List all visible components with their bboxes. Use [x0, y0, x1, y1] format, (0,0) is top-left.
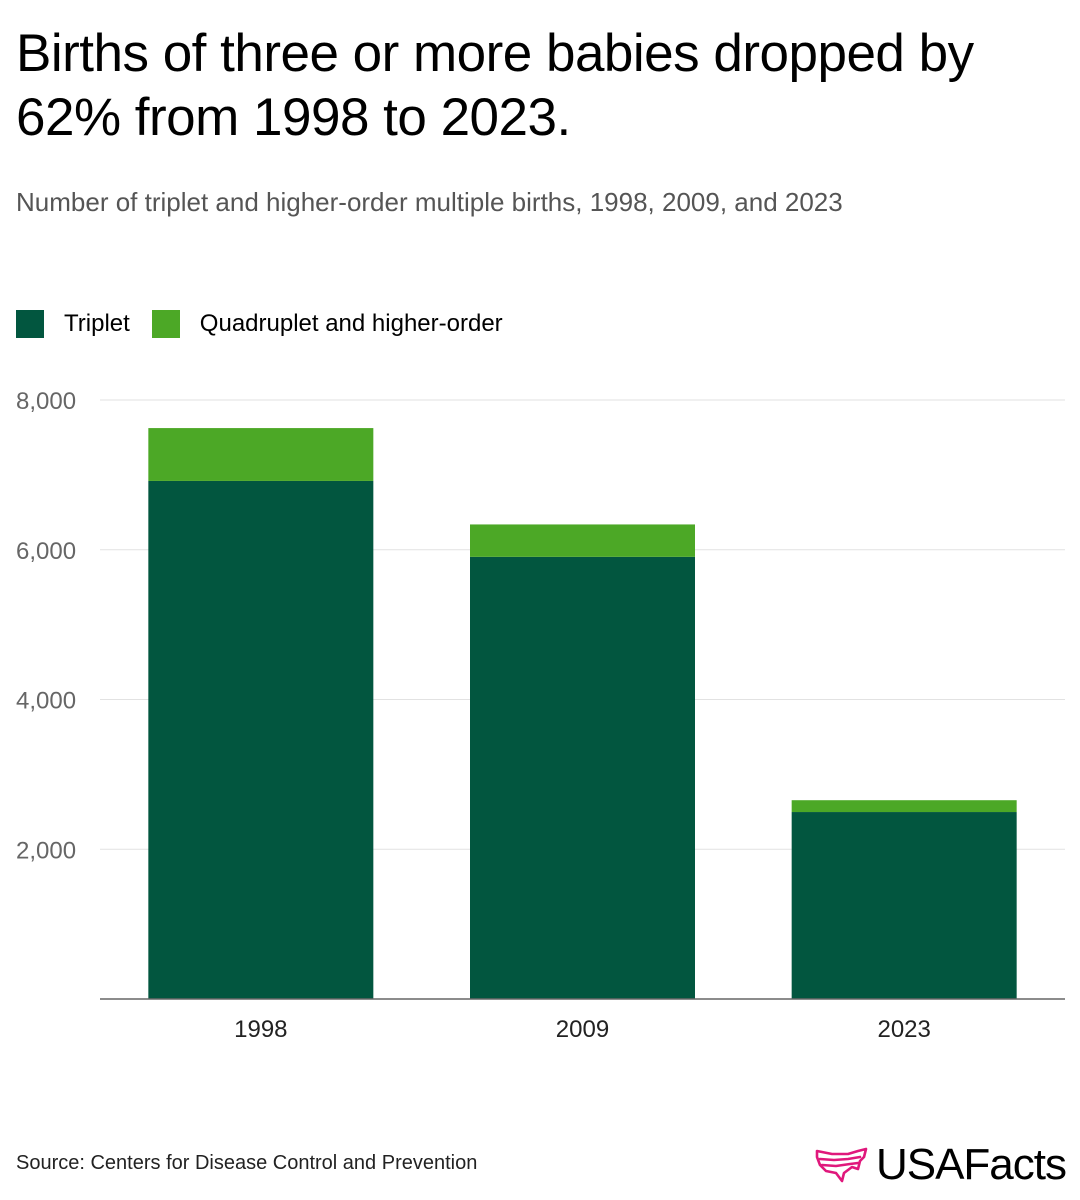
y-tick-label-2000: 2,000	[16, 837, 76, 864]
bar-1998-quadruplet-plus	[148, 428, 374, 481]
source-note: Source: Centers for Disease Control and …	[16, 1152, 478, 1174]
x-tick-label-1998: 1998	[234, 1016, 287, 1043]
y-tick-label-6000: 6,000	[16, 538, 76, 565]
chart-subtitle: Number of triplet and higher-order multi…	[16, 187, 843, 217]
bar-2009-quadruplet-plus	[470, 524, 695, 557]
x-tick-label-2023: 2023	[877, 1016, 930, 1043]
x-tick-label-2009: 2009	[556, 1016, 609, 1043]
legend-label-quadruplet: Quadruplet and higher-order	[199, 310, 503, 337]
legend-label-triplet: Triplet	[64, 310, 130, 337]
x-axis-ticks: 1998 2009 2023	[234, 1016, 931, 1043]
y-tick-label-8000: 8,000	[16, 388, 76, 415]
brand-name: USAFacts	[875, 1140, 1067, 1189]
legend-item-triplet: Triplet	[16, 310, 130, 338]
us-map-icon	[815, 1147, 868, 1183]
bars	[148, 428, 1017, 999]
bar-2023-triplet	[791, 812, 1017, 999]
legend-swatch-triplet	[16, 310, 44, 338]
bar-2023-quadruplet-plus	[791, 800, 1017, 813]
bar-2009-triplet	[470, 556, 695, 999]
legend-item-quadruplet: Quadruplet and higher-order	[151, 310, 503, 338]
bar-1998-triplet	[148, 480, 374, 999]
stacked-bar-chart: 2,000 4,000 6,000 8,000 1998 2009 2023	[16, 388, 1065, 1043]
y-tick-label-4000: 4,000	[16, 688, 76, 715]
chart-title: Births of three or more babies dropped b…	[16, 24, 974, 147]
y-axis-ticks: 2,000 4,000 6,000 8,000	[16, 388, 76, 864]
legend: Triplet Quadruplet and higher-order	[16, 308, 525, 340]
legend-swatch-quadruplet	[151, 310, 180, 338]
usafacts-logo: USAFacts	[814, 1140, 1067, 1190]
